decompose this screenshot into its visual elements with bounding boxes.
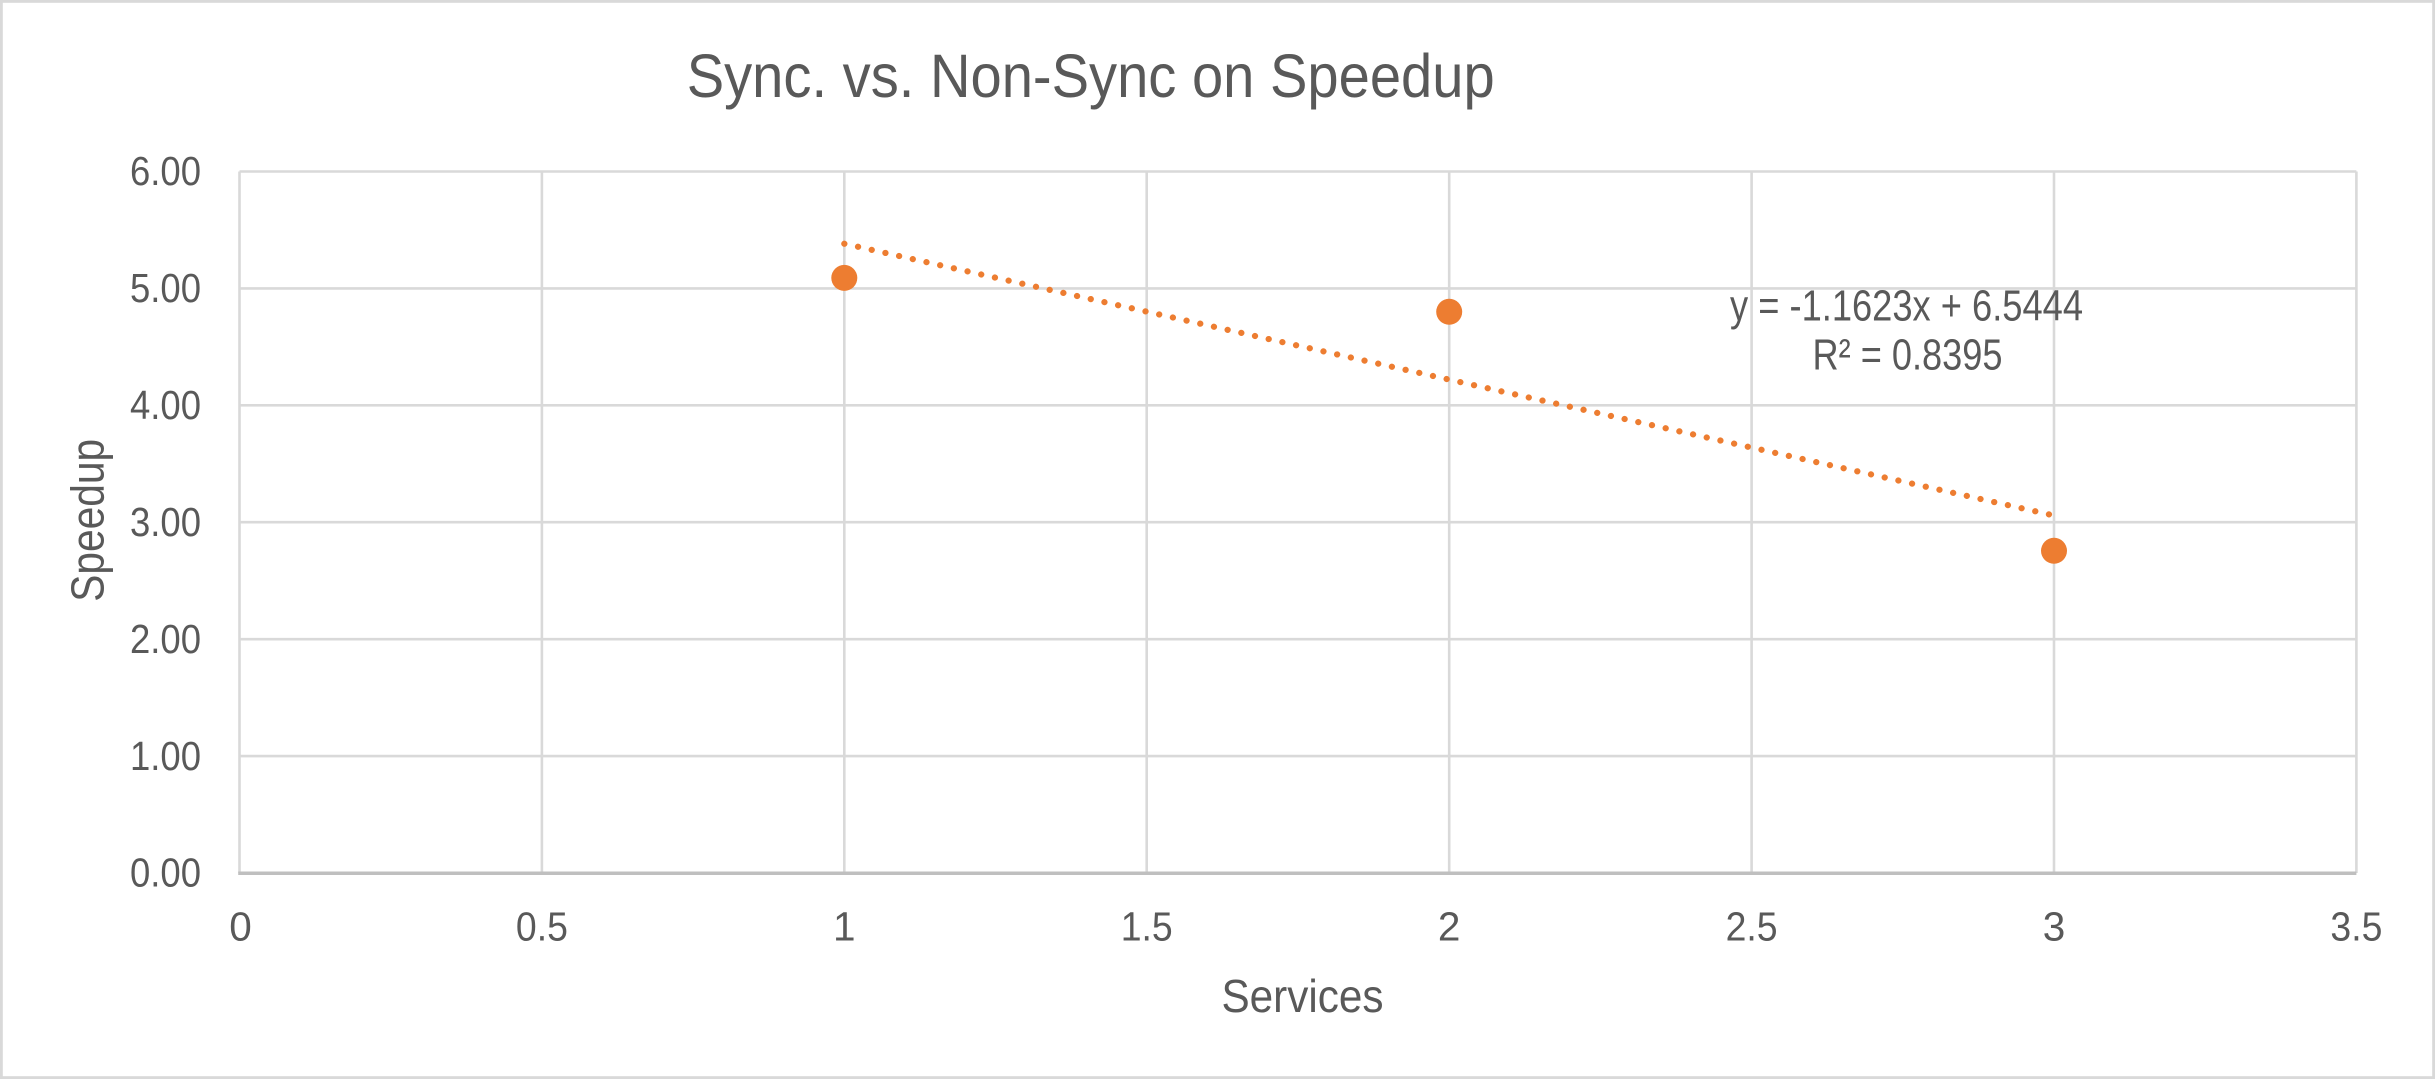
svg-text:0.00: 0.00: [130, 850, 201, 896]
svg-text:0.5: 0.5: [516, 904, 568, 950]
svg-text:Speedup: Speedup: [62, 439, 114, 602]
svg-text:3: 3: [2043, 904, 2066, 950]
svg-text:Services: Services: [1222, 970, 1384, 1022]
svg-text:4.00: 4.00: [130, 382, 201, 428]
svg-text:1: 1: [833, 904, 856, 950]
svg-text:1.00: 1.00: [130, 733, 201, 779]
svg-text:3.5: 3.5: [2330, 904, 2382, 950]
svg-text:6.00: 6.00: [130, 148, 201, 194]
svg-text:Sync. vs. Non-Sync on Speedup: Sync. vs. Non-Sync on Speedup: [687, 42, 1495, 110]
svg-text:2: 2: [1438, 904, 1461, 950]
svg-text:5.00: 5.00: [130, 265, 201, 311]
svg-text:R² = 0.8395: R² = 0.8395: [1813, 330, 2003, 379]
svg-text:0: 0: [229, 904, 252, 950]
svg-text:y = -1.1623x + 6.5444: y = -1.1623x + 6.5444: [1730, 282, 2083, 331]
svg-text:1.5: 1.5: [1121, 904, 1173, 950]
svg-text:2.5: 2.5: [1726, 904, 1778, 950]
svg-text:2.00: 2.00: [130, 616, 201, 662]
svg-text:3.00: 3.00: [130, 499, 201, 545]
